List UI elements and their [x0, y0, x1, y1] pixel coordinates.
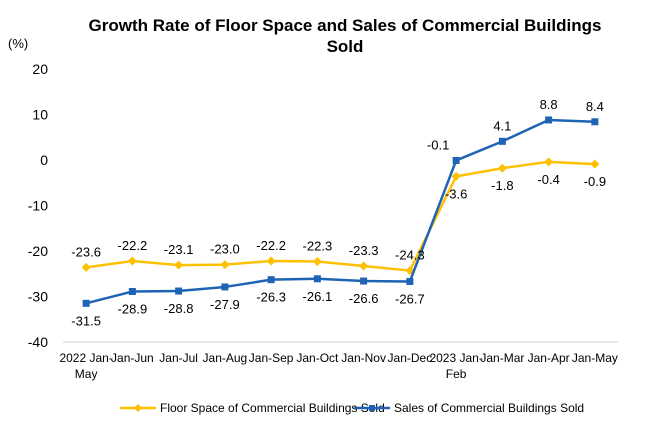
data-point-sales	[82, 299, 90, 307]
data-point-sales	[128, 287, 136, 295]
x-tick-label: Jan-Mar	[480, 351, 524, 365]
data-label-sales: -27.9	[210, 297, 240, 312]
data-label-sales: -28.8	[164, 301, 194, 316]
data-label-floor-space: -23.0	[210, 242, 240, 257]
data-point-floor-space	[127, 256, 137, 266]
legend-item-floor-space: Floor Space of Commercial Buildings Sold	[120, 401, 385, 415]
data-point-floor-space	[220, 260, 230, 270]
chart-title-line-1: Growth Rate of Floor Space and Sales of …	[89, 16, 602, 35]
data-point-sales	[221, 283, 229, 291]
y-tick-label: 0	[40, 152, 48, 168]
data-label-floor-space: -1.8	[491, 178, 513, 193]
x-tick-label: Jan-Oct	[296, 351, 339, 365]
y-tick-label: 20	[32, 61, 48, 77]
series-layer	[81, 116, 600, 307]
data-label-sales: -26.3	[256, 290, 286, 305]
legend-item-sales: Sales of Commercial Buildings Sold	[354, 401, 584, 415]
data-label-floor-space: -22.2	[256, 238, 286, 253]
data-label-sales: 4.1	[493, 118, 511, 133]
data-label-sales: -0.1	[427, 137, 449, 152]
y-tick-label: 10	[32, 107, 48, 123]
x-tick-label: Jan-May	[572, 351, 618, 365]
y-tick-label: -20	[28, 243, 48, 259]
data-point-sales	[267, 276, 275, 284]
x-tick-label: Jan-Nov	[341, 351, 386, 365]
x-tick-label: Jan-Dec	[388, 351, 433, 365]
y-tick-label: -30	[28, 289, 48, 305]
x-tick-label: Jan-Aug	[203, 351, 248, 365]
legend-label-floor-space: Floor Space of Commercial Buildings Sold	[160, 401, 385, 415]
x-tick-label: Jan-Apr	[528, 351, 570, 365]
data-label-sales: -31.5	[71, 313, 101, 328]
data-label-floor-space: -3.6	[445, 186, 467, 201]
series-line-sales	[85, 118, 595, 305]
data-point-floor-space	[174, 260, 184, 270]
legend-marker-sales	[369, 405, 375, 411]
y-tick-label: -10	[28, 198, 48, 214]
data-point-sales	[452, 156, 460, 164]
data-point-sales	[406, 277, 414, 285]
data-point-sales	[360, 277, 368, 285]
data-label-floor-space: -22.3	[303, 238, 333, 253]
y-axis-unit: (%)	[8, 36, 28, 51]
data-point-sales	[175, 287, 183, 295]
data-label-floor-space: -24.3	[395, 248, 425, 263]
data-label-sales: -28.9	[118, 301, 148, 316]
data-point-floor-space	[359, 261, 369, 271]
data-point-floor-space	[312, 256, 322, 266]
chart-title-line-2: Sold	[327, 37, 364, 56]
data-label-sales: 8.4	[586, 99, 604, 114]
x-tick-label: Jan-Sep	[249, 351, 294, 365]
data-labels-layer: -23.6 -22.2 -23.1 -23.0 -22.2 -22.3 -23.3 -24.3…	[71, 97, 606, 328]
x-tick-label: 2023 Jan-Feb	[429, 351, 482, 381]
x-tick-label: 2022 Jan-May	[59, 351, 112, 381]
data-label-sales: -26.7	[395, 291, 425, 306]
legend-label-sales: Sales of Commercial Buildings Sold	[394, 401, 584, 415]
data-point-floor-space	[590, 159, 600, 169]
data-point-floor-space	[544, 157, 554, 167]
data-point-sales	[498, 137, 506, 145]
data-point-floor-space	[451, 171, 461, 181]
series-line-floor-space	[85, 160, 595, 272]
data-label-floor-space: -0.4	[537, 172, 559, 187]
legend-marker-floor-space	[134, 404, 142, 412]
x-tick-label: Jan-Jul	[159, 351, 198, 365]
data-label-floor-space: -23.3	[349, 243, 379, 258]
data-label-sales: -26.1	[303, 289, 333, 304]
data-label-floor-space: -22.2	[118, 238, 148, 253]
x-tick-label: Jan-Jun	[111, 351, 154, 365]
data-label-sales: 8.8	[540, 97, 558, 112]
legend: Floor Space of Commercial Buildings Sold…	[120, 401, 584, 415]
data-point-sales	[591, 118, 599, 126]
data-point-floor-space	[266, 256, 276, 266]
data-label-floor-space: -23.6	[71, 244, 101, 259]
data-point-floor-space	[81, 262, 91, 272]
data-point-floor-space	[497, 163, 507, 173]
data-label-floor-space: -23.1	[164, 242, 194, 257]
data-point-sales	[545, 116, 553, 124]
data-point-sales	[313, 275, 321, 283]
y-axis-ticks: 20 10 0 -10 -20 -30 -40	[28, 61, 48, 350]
data-label-sales: -26.6	[349, 291, 379, 306]
y-tick-label: -40	[28, 334, 48, 350]
data-label-floor-space: -0.9	[584, 174, 606, 189]
